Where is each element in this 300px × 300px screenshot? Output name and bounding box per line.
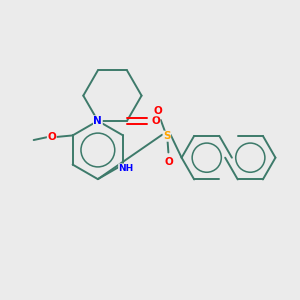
Text: O: O	[47, 132, 56, 142]
Text: O: O	[165, 157, 173, 167]
Text: S: S	[163, 131, 171, 141]
Text: N: N	[94, 116, 102, 126]
Text: NH: NH	[118, 164, 134, 173]
Text: O: O	[154, 106, 163, 116]
Text: O: O	[151, 116, 160, 126]
